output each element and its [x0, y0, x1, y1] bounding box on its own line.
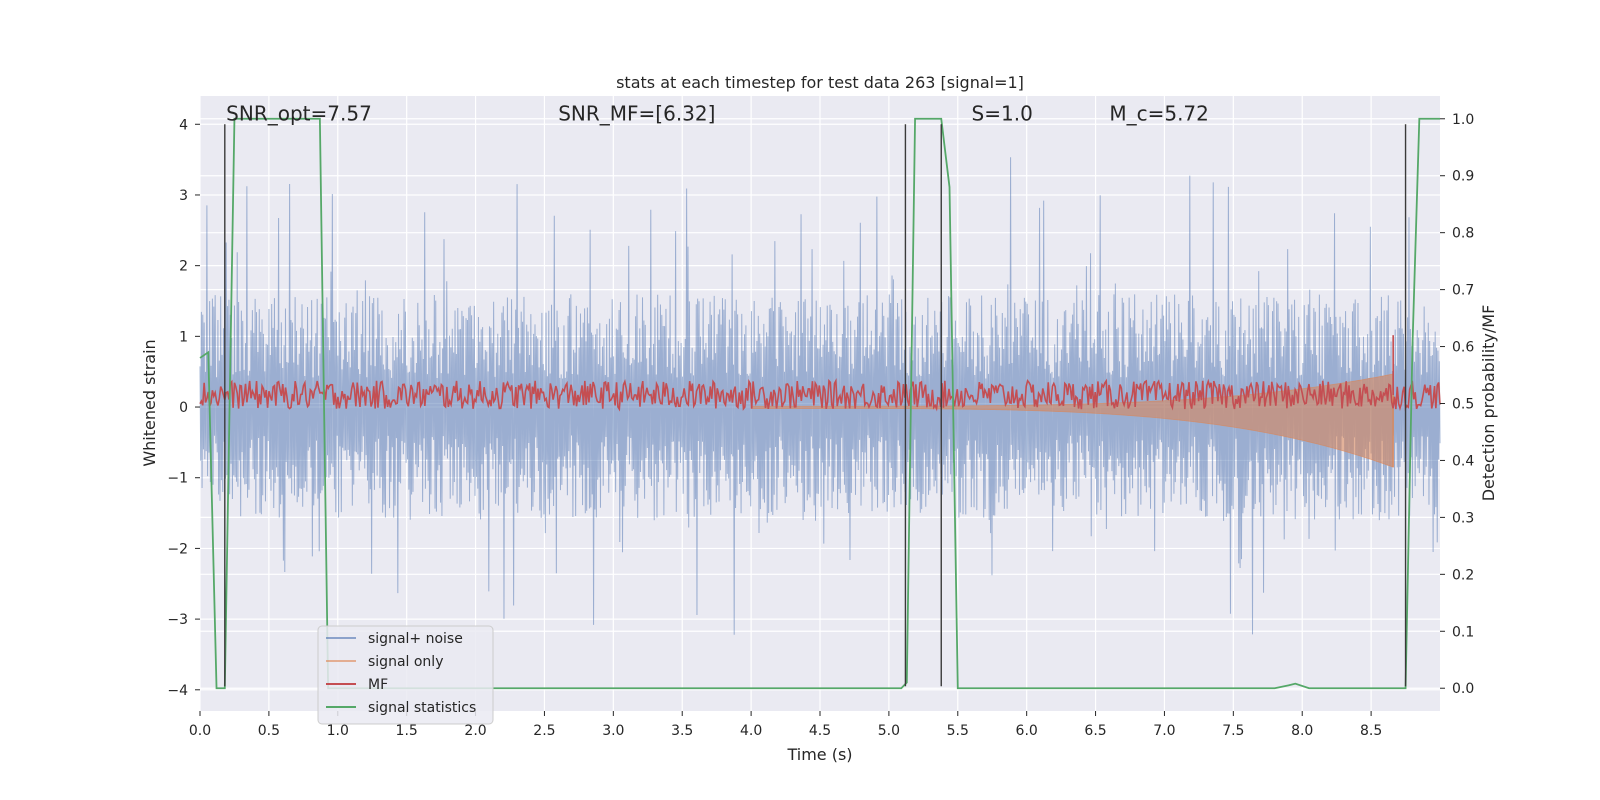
series-signal-statistics-line: [199, 117, 1440, 690]
x-tick-label: 4.0: [740, 723, 762, 739]
x-tick-label: 1.5: [396, 723, 418, 739]
x-tick-label: 2.0: [464, 723, 486, 739]
y-right-tick-label: 0.4: [1452, 453, 1474, 469]
y-tick-label: −2: [167, 541, 188, 557]
series-signal-noise-line: [199, 157, 1441, 635]
y-right-tick-label: 0.6: [1452, 340, 1474, 356]
x-tick-label: 7.0: [1153, 723, 1175, 739]
legend-item-signal-only: signal only: [326, 654, 443, 670]
x-tick-label: 0.0: [189, 723, 211, 739]
x-tick-label: 5.0: [878, 723, 900, 739]
x-tick-label: 7.5: [1222, 723, 1244, 739]
y-axis-label: Whitened strain: [140, 339, 159, 466]
y-right-tick-label: 0.8: [1452, 226, 1474, 242]
legend: signal+ noise signal only MF signal stat…: [317, 625, 494, 725]
y-tick-label: 1: [179, 329, 188, 345]
legend-label: signal only: [368, 654, 443, 670]
y-right-tick-label: 0.0: [1452, 681, 1474, 697]
x-tick-label: 4.5: [809, 723, 831, 739]
series-mf: [199, 335, 1441, 412]
y-right-tick-label: 0.7: [1452, 283, 1474, 299]
x-tick-label: 1.0: [327, 723, 349, 739]
y-tick-label: 0: [179, 400, 188, 416]
legend-item-signal-noise: signal+ noise: [326, 631, 463, 647]
x-tick-label: 8.0: [1291, 723, 1313, 739]
y-right-tick-label: 0.2: [1452, 567, 1474, 583]
y-right-tick-label: 0.3: [1452, 510, 1474, 526]
x-tick-label: 3.0: [602, 723, 624, 739]
legend-label: MF: [368, 677, 388, 693]
y-tick-label: 3: [179, 188, 188, 204]
y-tick-label: −1: [167, 471, 188, 487]
y-tick-label: −3: [167, 612, 188, 628]
x-tick-label: 5.5: [947, 723, 969, 739]
series-mf-line: [199, 378, 1441, 412]
x-tick-label: 2.5: [533, 723, 555, 739]
x-axis-label: Time (s): [786, 745, 852, 764]
series-signal-noise: [199, 157, 1441, 635]
annotation-text: S=1.0: [972, 102, 1033, 126]
annotations: SNR_opt=7.57 SNR_MF=[6.32] S=1.0 M_c=5.72: [226, 102, 1209, 126]
legend-item-signal-statistics: signal statistics: [326, 700, 476, 716]
y-tick-label: 2: [179, 259, 188, 275]
y-right-tick-label: 0.9: [1452, 169, 1474, 185]
y-right-tick-label: 0.1: [1452, 624, 1474, 640]
chart-title: stats at each timestep for test data 263…: [616, 73, 1024, 92]
legend-item-mf: MF: [326, 677, 388, 693]
x-tick-label: 0.5: [258, 723, 280, 739]
series-signal-statistics: [199, 117, 1440, 690]
legend-box: [317, 625, 494, 725]
vertical-markers: [224, 124, 1407, 687]
x-tick-label: 6.5: [1084, 723, 1106, 739]
legend-label: signal+ noise: [368, 631, 463, 647]
legend-label: signal statistics: [368, 700, 476, 716]
axes: 0.0 0.5 1.0 1.5 2.0 2.5 3.0 3.5 4.0 4.5 5.0 5.5 6.0 6…: [167, 112, 1474, 739]
x-tick-label: 3.5: [671, 723, 693, 739]
y-tick-label: −4: [167, 683, 188, 699]
x-tick-label: 6.0: [1016, 723, 1038, 739]
y-right-tick-label: 1.0: [1452, 112, 1474, 128]
y-right-tick-label: 0.5: [1452, 397, 1474, 413]
annotation-text: SNR_MF=[6.32]: [558, 102, 715, 126]
y-tick-label: 4: [179, 117, 188, 133]
annotation-text: M_c=5.72: [1109, 102, 1209, 126]
annotation-text: SNR_opt=7.57: [226, 102, 372, 126]
series-layer: [199, 117, 1441, 690]
y-axis-right-label: Detection probability/MF: [1479, 305, 1498, 502]
x-tick-label: 8.5: [1360, 723, 1382, 739]
